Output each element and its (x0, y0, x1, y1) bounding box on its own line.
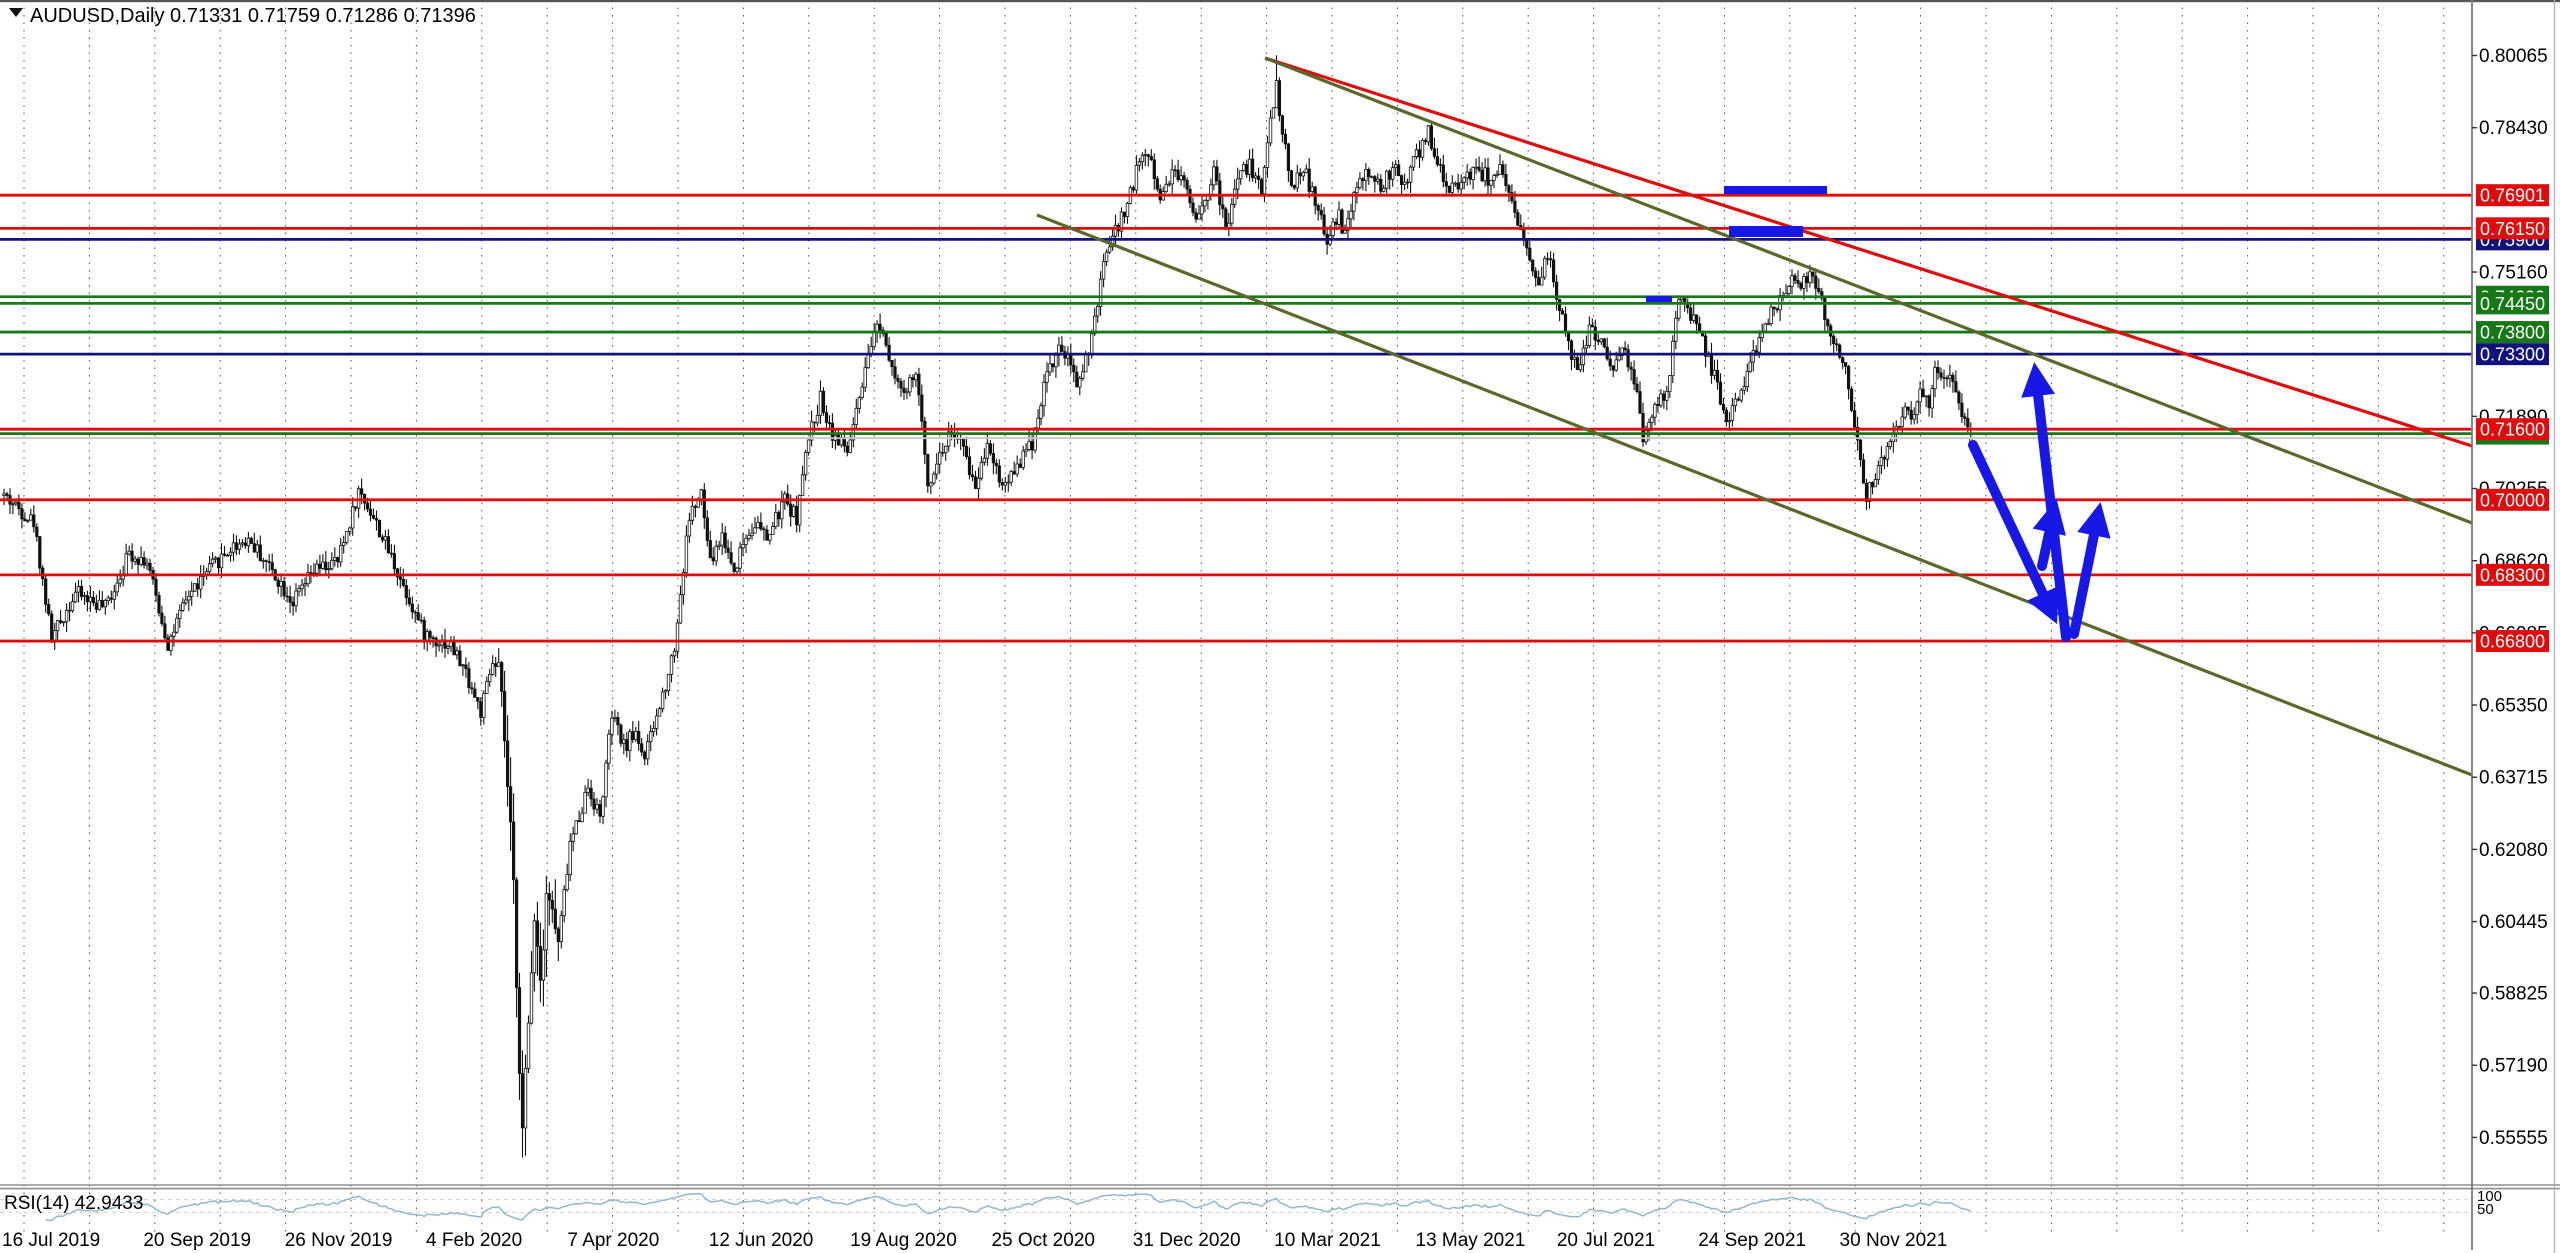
price-level-label: 0.70000 (2480, 490, 2545, 510)
symbol-dropdown-icon[interactable] (9, 8, 23, 17)
x-axis-date-label: 12 Jun 2020 (709, 1230, 814, 1251)
price-level-label-box (2476, 563, 2549, 586)
candles-bullish (2, 80, 1973, 1129)
x-axis-date-label: 16 Jul 2019 (2, 1230, 100, 1251)
y-axis-tick-label: 0.80065 (2479, 46, 2548, 67)
x-axis-date-label: 25 Oct 2020 (991, 1230, 1095, 1251)
trend-line[interactable] (1264, 56, 2473, 525)
price-level-label: 0.76901 (2480, 186, 2545, 206)
x-axis-date-label: 4 Feb 2020 (426, 1230, 522, 1251)
y-axis-tick-label: 0.65350 (2479, 696, 2548, 717)
y-axis-tick-label: 0.75160 (2479, 263, 2548, 284)
price-level-label-box (2476, 184, 2549, 207)
y-axis-tick-label: 0.62080 (2479, 840, 2548, 861)
supply-zone-bar[interactable] (1646, 296, 1672, 302)
rsi-scale-label: 50 (2477, 1201, 2494, 1218)
candle-wicks (3, 55, 1972, 1158)
x-axis-date-label: 24 Sep 2021 (1698, 1230, 1806, 1251)
price-level-label-box (2476, 488, 2549, 511)
x-axis-date-label: 20 Jul 2021 (1557, 1230, 1655, 1251)
rsi-line[interactable] (45, 1192, 1972, 1222)
x-axis-date-label: 13 May 2021 (1416, 1230, 1526, 1251)
y-axis-tick-label: 0.60445 (2479, 912, 2548, 933)
price-level-label-box (2476, 343, 2549, 366)
price-level-label: 0.73800 (2480, 323, 2545, 343)
chart-title-ohlc: AUDUSD,Daily 0.71331 0.71759 0.71286 0.7… (30, 5, 476, 27)
x-axis-date-label: 20 Sep 2019 (143, 1230, 251, 1251)
y-axis-tick-label: 0.55555 (2479, 1128, 2548, 1149)
y-axis-tick-label: 0.63715 (2479, 768, 2548, 789)
price-level-label: 0.66800 (2480, 632, 2545, 652)
rsi-indicator-label: RSI(14) 42.9433 (4, 1193, 143, 1214)
y-axis-tick-label: 0.78430 (2479, 118, 2548, 139)
price-level-label-box (2476, 321, 2549, 344)
price-level-label-box (2476, 630, 2549, 653)
x-axis-date-label: 10 Mar 2021 (1274, 1230, 1381, 1251)
y-axis-tick-label: 0.58825 (2479, 984, 2548, 1005)
price-level-label-box (2476, 217, 2549, 240)
projection-arrow[interactable] (2032, 499, 2066, 571)
x-axis-date-label: 19 Aug 2020 (850, 1230, 957, 1251)
price-level-label: 0.73300 (2480, 345, 2545, 365)
projection-arrow[interactable] (2069, 502, 2111, 639)
window-top-edge (0, 0, 2560, 3)
x-axis-date-label: 30 Nov 2021 (1840, 1230, 1948, 1251)
price-level-label-box (2476, 418, 2549, 441)
price-level-label: 0.76150 (2480, 219, 2545, 239)
time-axis[interactable]: 16 Jul 2019 20 Sep 2019 26 Nov 2019 4 Feb 2… (2, 1230, 1947, 1251)
trend-line[interactable] (1264, 56, 2473, 448)
candles-bearish (5, 80, 1970, 1129)
projection-arrow[interactable] (1968, 440, 2059, 625)
trend-line[interactable] (1036, 213, 2473, 777)
price-level-label: 0.71600 (2480, 420, 2545, 440)
x-axis-date-label: 26 Nov 2019 (285, 1230, 393, 1251)
price-level-label-box (2476, 292, 2549, 315)
x-axis-date-label: 7 Apr 2020 (567, 1230, 659, 1251)
supply-zone-bar[interactable] (1729, 226, 1803, 237)
price-axis[interactable]: 0.800650.784300.751600.718900.702550.686… (2472, 46, 2549, 1149)
rsi-scale-label: 100 (2477, 1188, 2502, 1205)
price-level-label: 0.68300 (2480, 565, 2545, 585)
x-axis-date-label: 31 Dec 2020 (1133, 1230, 1241, 1251)
y-axis-tick-label: 0.57190 (2479, 1056, 2548, 1077)
supply-zone-bar[interactable] (1724, 186, 1827, 194)
price-level-label: 0.74450 (2480, 294, 2545, 314)
